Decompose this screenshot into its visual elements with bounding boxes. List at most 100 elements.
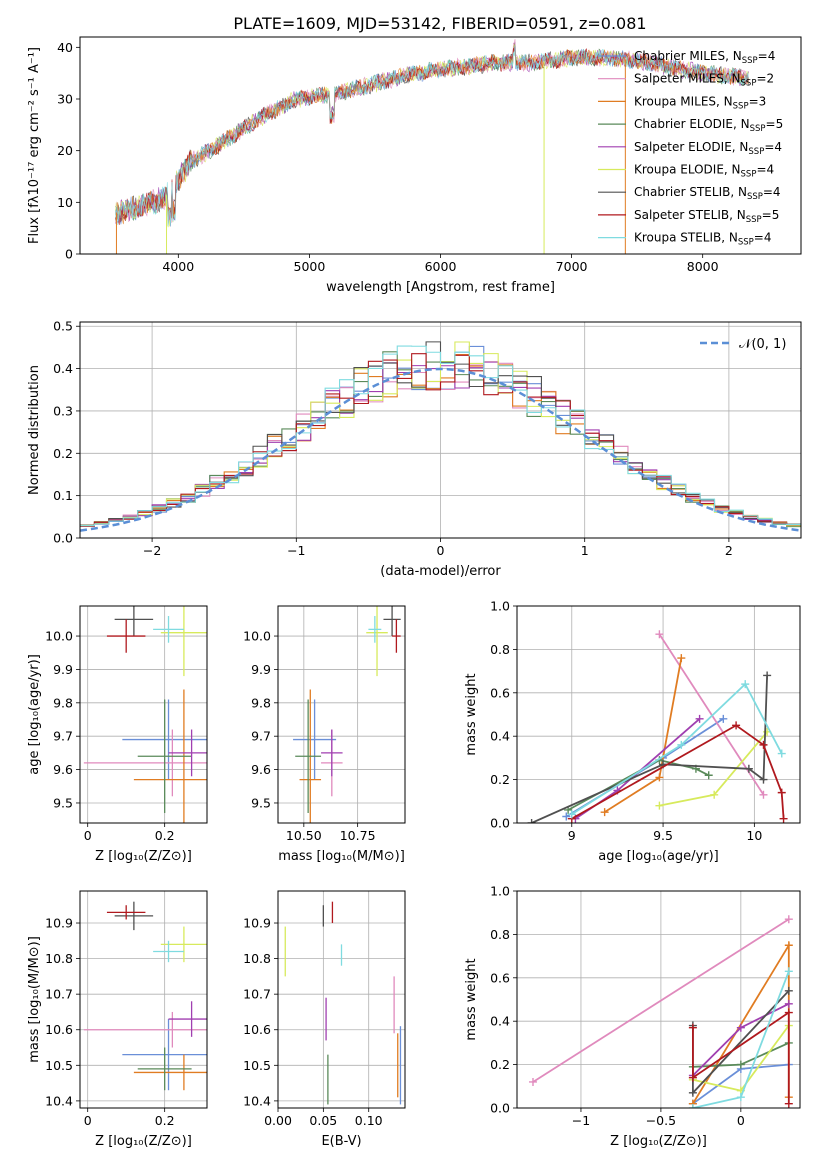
errorbar-point [160, 926, 207, 963]
weight-marker [655, 801, 664, 810]
axes-frame [79, 605, 208, 824]
gridlines [80, 891, 207, 1108]
weight-line-salpeter-miles [532, 918, 790, 1083]
figure-title: PLATE=1609, MJD=53142, FIBERID=0591, z=0… [233, 14, 646, 33]
axes-frame [79, 321, 802, 539]
y-tick-label: 9.9 [251, 662, 271, 677]
errorbar-point [137, 699, 192, 813]
weight-line-kroupa-miles [604, 657, 683, 813]
x-tick-label: 0 [437, 543, 445, 558]
y-tick-label: 0.6 [490, 685, 510, 700]
weight-marker [779, 814, 788, 823]
errorbar-point [168, 1001, 207, 1037]
panel-spectrum: 4000 5000 6000 7000 8000 0 10 20 30 40 wavelength … [27, 36, 802, 295]
errorbar-point [106, 619, 146, 653]
weight-marker [736, 1060, 745, 1069]
y-tick-label: 10.7 [243, 987, 271, 1002]
y-tick-label: 1.0 [490, 884, 510, 899]
y-axis-label: mass [log₁₀(M/M⊙)] [27, 936, 42, 1063]
y-tick-label: 10.8 [45, 951, 73, 966]
y-axis-label: Flux [fλ10⁻¹⁷ erg cm⁻² s⁻¹ A⁻¹] [27, 47, 42, 244]
weight-marker [784, 967, 793, 976]
legend-label: Salpeter MILES, NSSP=2 [634, 72, 774, 89]
errorbar-point [122, 1019, 207, 1091]
axes-frame [79, 890, 208, 1109]
x-tick-label: −2 [143, 543, 161, 558]
weight-marker [528, 1077, 537, 1086]
y-axis-label: mass weight [464, 673, 479, 755]
y-tick-label: 0.8 [490, 927, 510, 942]
plots: 4000 5000 6000 7000 8000010203040wavelength … [27, 36, 802, 1149]
panel-weight-vs-Z: −1 −0.5 0 0.0 0.2 0.4 0.6 0.8 1.0 Z [log₁₀(Z/Z⊙)]… [464, 884, 801, 1149]
x-axis-label: age [log₁₀(age/yr)] [598, 849, 719, 864]
y-tick-label: 9.6 [53, 762, 73, 777]
weight-marker [677, 740, 686, 749]
errorbar-point [83, 1011, 207, 1048]
y-tick-label: 10.5 [243, 1058, 271, 1073]
axes-frame [277, 890, 406, 1109]
weight-line-salpeter-elodie [574, 718, 701, 820]
weight-marker [732, 721, 741, 730]
y-tick-label: 9.8 [53, 695, 73, 710]
gridlines [517, 605, 800, 824]
weight-marker [567, 810, 576, 819]
x-tick-label: 0 [84, 1113, 92, 1128]
legend-label: Kroupa MILES, NSSP=3 [634, 94, 766, 111]
errorbar-point [153, 940, 184, 963]
x-tick-label: −1 [572, 1113, 590, 1128]
y-tick-label: 10.8 [243, 951, 271, 966]
panel-age-vs-mass: 10.50 10.75 9.5 9.6 9.7 9.8 9.9 10.0 mass [log₁₀… [243, 605, 406, 864]
x-tick-label: 10 [746, 828, 762, 843]
y-tick-label: 0.3 [53, 403, 73, 418]
legend-label: Salpeter STELIB, NSSP=5 [634, 208, 779, 225]
weight-marker [784, 1008, 793, 1017]
plot-area [528, 915, 793, 1108]
weight-marker [759, 790, 768, 799]
weight-marker [736, 1023, 745, 1032]
weight-marker [562, 812, 571, 821]
x-tick-label: 10.75 [340, 828, 376, 843]
x-axis-label: Z [log₁₀(Z/Z⊙)] [95, 849, 192, 864]
x-tick-label: 6000 [425, 259, 457, 274]
x-tick-label: −0.5 [646, 1113, 676, 1128]
histogram-kroupa-elodie [80, 341, 801, 527]
errorbar-point [160, 606, 207, 677]
x-tick-label: 0.2 [155, 1113, 175, 1128]
weight-marker [688, 1088, 697, 1097]
y-tick-label: 10.9 [243, 916, 271, 931]
weight-marker [741, 680, 750, 689]
weight-marker [600, 808, 609, 817]
x-tick-label: 0.2 [155, 828, 175, 843]
errorbar-point [321, 729, 343, 777]
x-tick-label: 10.50 [286, 828, 322, 843]
x-axis-label: Z [log₁₀(Z/Z⊙)] [610, 1134, 707, 1149]
weight-marker [688, 1104, 697, 1108]
weight-marker [763, 671, 772, 680]
errorbar-point [114, 606, 154, 637]
errorbar-point [299, 689, 322, 823]
weight-marker [719, 714, 728, 723]
x-axis-label: (data-model)/error [380, 564, 501, 579]
y-tick-label: 9.7 [251, 729, 271, 744]
y-tick-label: 9.7 [53, 729, 73, 744]
x-axis-label: E(B-V) [321, 1134, 361, 1149]
y-tick-label: 0.2 [490, 1057, 510, 1072]
weight-marker [688, 1073, 697, 1082]
y-tick-label: 10.7 [45, 987, 73, 1002]
y-tick-label: 10.0 [243, 629, 271, 644]
panel-residuals: −2 −1 0 1 2 0.0 0.1 0.2 0.3 0.4 0.5 (data-model)/er… [27, 319, 802, 579]
weight-marker [759, 775, 768, 784]
histogram-kroupa-stelib [80, 345, 801, 527]
y-tick-label: 9.9 [53, 662, 73, 677]
weight-marker [710, 790, 719, 799]
y-axis-label: mass weight [464, 958, 479, 1040]
gridlines [278, 606, 405, 823]
weight-marker [784, 999, 793, 1008]
weight-line-kroupa-stelib [571, 682, 783, 816]
errorbar-point [295, 699, 322, 813]
legend-label: 𝒩(0, 1) [739, 337, 786, 352]
x-tick-label: 0 [737, 1113, 745, 1128]
x-tick-label: 9 [568, 828, 576, 843]
y-tick-label: 0.2 [490, 772, 510, 787]
panel-weight-vs-age: 9 9.5 10 0.0 0.2 0.4 0.6 0.8 1.0 age [log₁₀(age/y… [464, 599, 801, 864]
